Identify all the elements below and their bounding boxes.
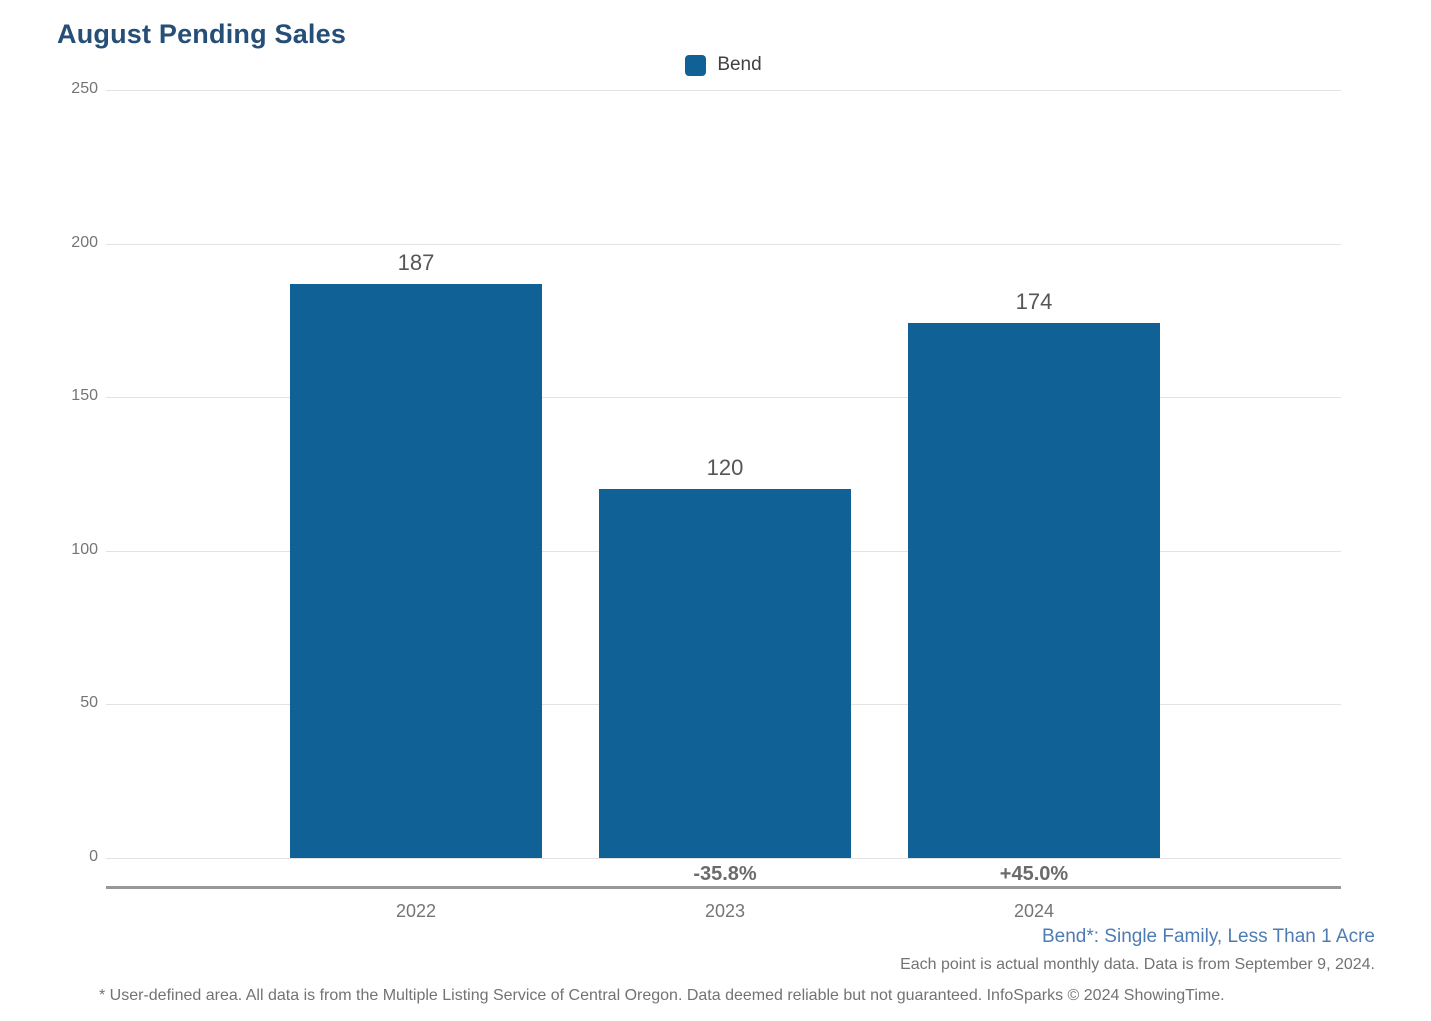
- series-note: Bend*: Single Family, Less Than 1 Acre: [1041, 926, 1375, 947]
- x-axis-label-2024: 2024: [1013, 901, 1055, 921]
- y-axis-tick-label-250: 250: [71, 80, 98, 98]
- y-axis-tick-label-0: 0: [89, 848, 98, 866]
- legend-item-bend[interactable]: Bend: [685, 54, 762, 76]
- bar-2023[interactable]: [599, 489, 851, 858]
- y-axis-tick-label-100: 100: [71, 540, 98, 558]
- bar-value-label-2022: 187: [397, 250, 435, 275]
- gridline-250: [106, 90, 1341, 91]
- y-axis-tick-label-150: 150: [71, 387, 98, 405]
- legend: Bend: [106, 54, 1341, 76]
- y-axis-tick-label-200: 200: [71, 233, 98, 251]
- x-axis-line: [106, 886, 1341, 889]
- gridline-150: [106, 397, 1341, 399]
- legend-label: Bend: [717, 54, 762, 75]
- bar-2024[interactable]: [908, 323, 1160, 858]
- legend-swatch-icon: [685, 54, 707, 76]
- bar-value-label-2024: 174: [1015, 289, 1053, 314]
- disclaimer-note: * User-defined area. All data is from th…: [99, 987, 1225, 1004]
- gridline-200: [106, 243, 1341, 245]
- x-axis-label-2023: 2023: [704, 901, 746, 921]
- data-note: Each point is actual monthly data. Data …: [900, 956, 1375, 973]
- pct-change-label-2024: +45.0%: [999, 863, 1069, 885]
- gridline-0: [106, 858, 1341, 859]
- bar-value-label-2023: 120: [706, 455, 744, 480]
- chart-title: August Pending Sales: [57, 19, 347, 49]
- bar-2022[interactable]: [290, 284, 542, 858]
- y-axis-tick-label-50: 50: [80, 694, 98, 712]
- x-axis-label-2022: 2022: [395, 901, 437, 921]
- plot-area: [106, 90, 1341, 859]
- pct-change-label-2023: -35.8%: [693, 863, 757, 885]
